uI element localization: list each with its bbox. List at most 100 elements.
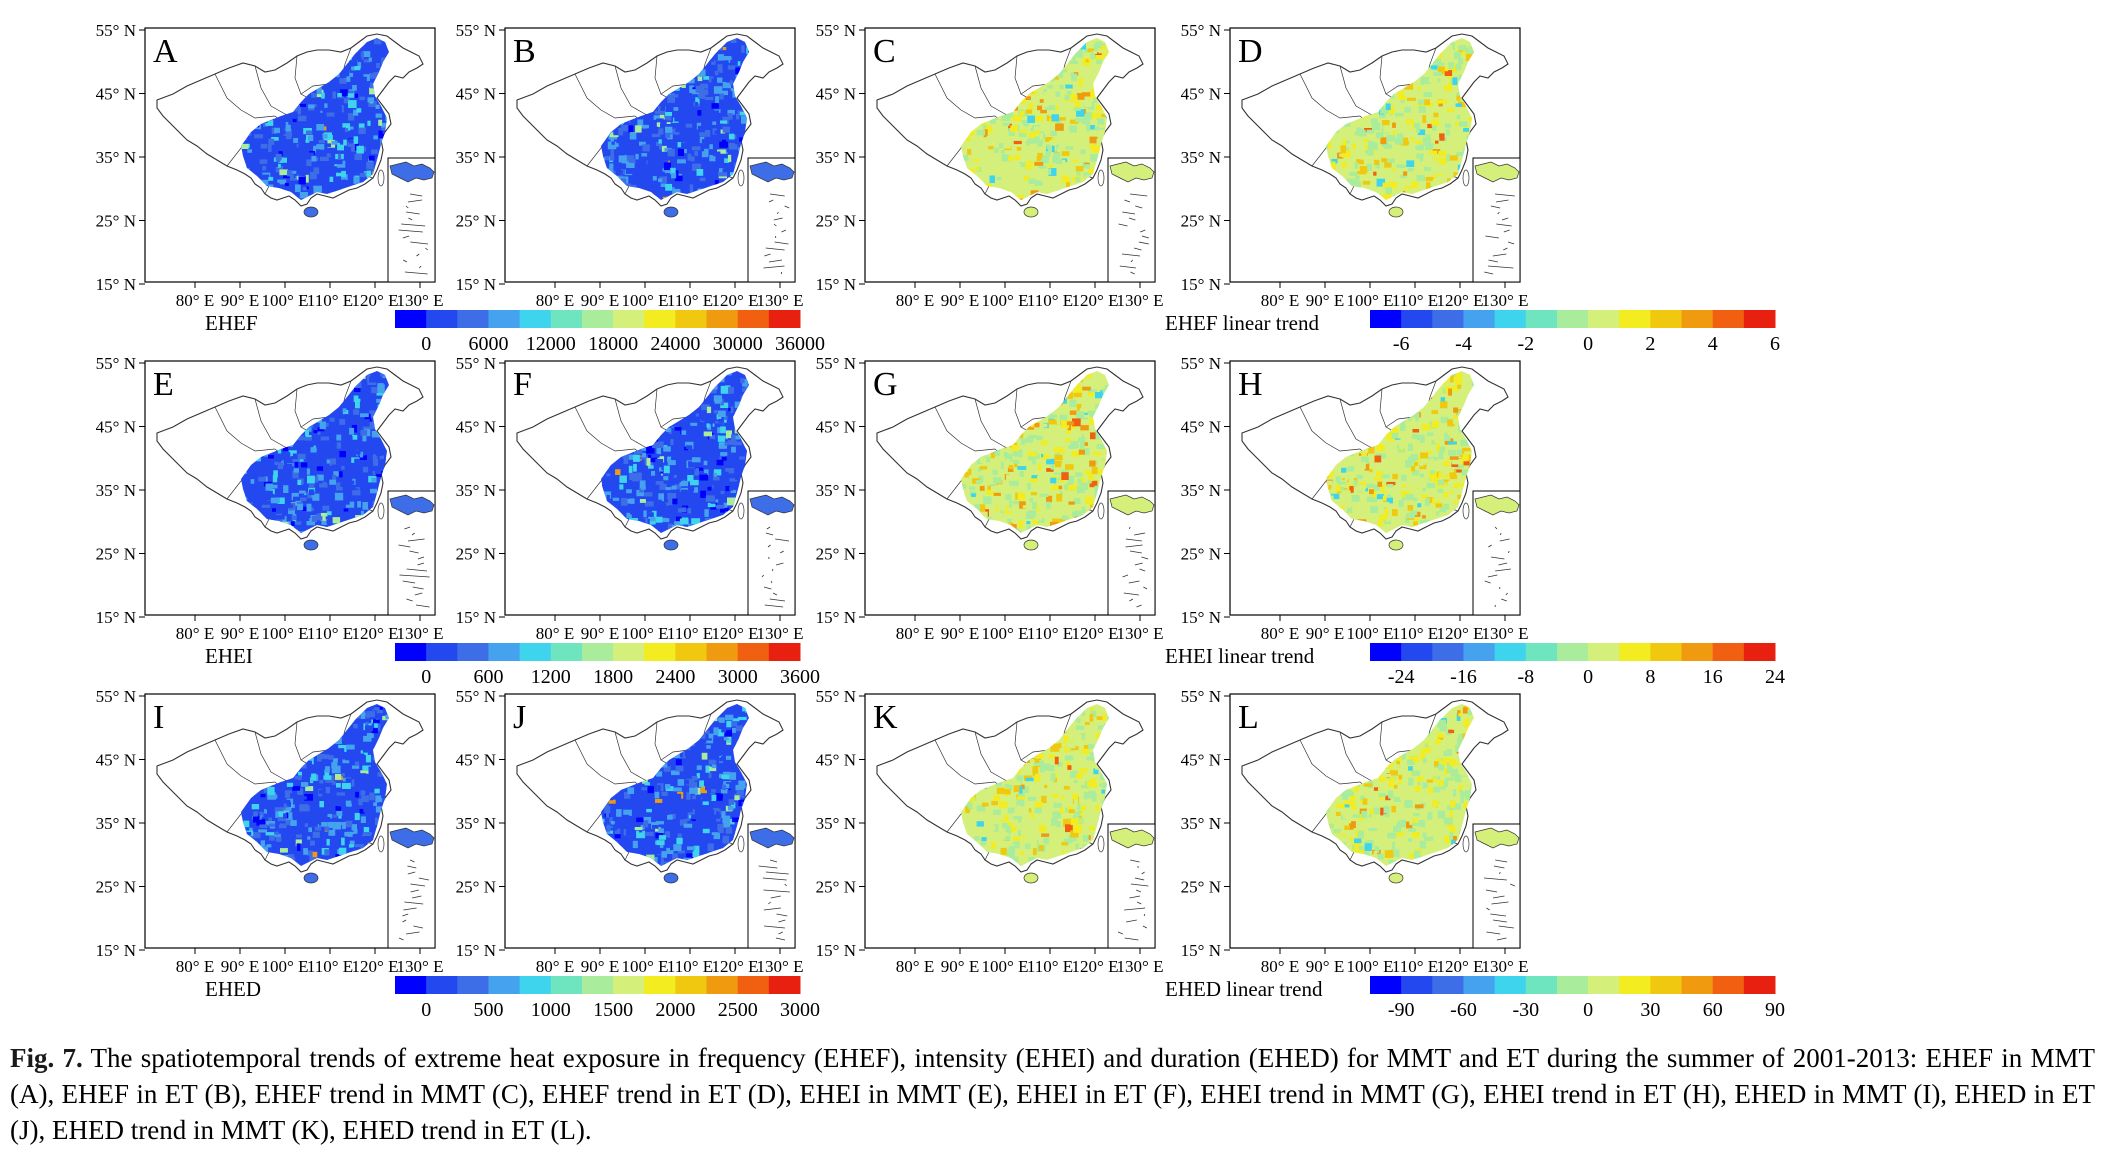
lat-label: 45° N bbox=[456, 418, 496, 437]
colorbar-tick: 30 bbox=[1640, 999, 1660, 1021]
lat-label: 25° N bbox=[816, 878, 856, 897]
lat-label: 25° N bbox=[456, 212, 496, 231]
colorbar-tick: -60 bbox=[1450, 999, 1477, 1021]
lon-label: 100° E bbox=[1347, 624, 1394, 643]
lat-label: 45° N bbox=[816, 751, 856, 770]
lon-label: 130° E bbox=[1117, 957, 1164, 976]
lat-label: 55° N bbox=[456, 354, 496, 373]
colorbar-swatch bbox=[488, 976, 521, 994]
colorbar-swatch bbox=[1650, 976, 1683, 994]
map-panel-j: 55° N 45° N 35° N 25° N 15° N 80° E 90° E 100° … bbox=[456, 687, 804, 976]
colorbar-tick: 500 bbox=[474, 999, 504, 1021]
lon-label: 100° E bbox=[622, 957, 669, 976]
lon-label: 130° E bbox=[397, 291, 444, 310]
colorbar-swatch bbox=[1619, 310, 1651, 328]
colorbar-swatch bbox=[581, 643, 614, 661]
lon-label: 80° E bbox=[536, 957, 574, 976]
lon-label: 130° E bbox=[1482, 957, 1529, 976]
colorbar-swatch bbox=[581, 310, 614, 328]
lat-label: 45° N bbox=[456, 85, 496, 104]
lat-label: 15° N bbox=[1181, 941, 1221, 960]
panel-letter: L bbox=[1238, 699, 1259, 736]
lon-label: 90° E bbox=[221, 291, 259, 310]
colorbar-tick: 0 bbox=[421, 666, 431, 688]
lat-label: 45° N bbox=[96, 418, 136, 437]
lon-label: 90° E bbox=[941, 291, 979, 310]
colorbar-tick: 3600 bbox=[780, 666, 820, 688]
map-panel-b: 55° N 45° N 35° N 25° N 15° N 80° E 90° E 100° … bbox=[456, 21, 804, 310]
lon-label: 110° E bbox=[1392, 291, 1438, 310]
colorbar-title: EHED bbox=[205, 977, 261, 1001]
colorbar-swatch bbox=[1463, 310, 1496, 328]
colorbar-tick: -24 bbox=[1388, 666, 1415, 688]
colorbar-swatch bbox=[1370, 643, 1402, 661]
caption-text: The spatiotemporal trends of extreme hea… bbox=[10, 1043, 2096, 1145]
colorbar-swatch bbox=[1401, 976, 1433, 994]
colorbar-swatch bbox=[768, 643, 801, 661]
map-panel-h: 55° N 45° N 35° N 25° N 15° N 80° E 90° E 100° … bbox=[1181, 354, 1529, 643]
map-panel-d: 55° N 45° N 35° N 25° N 15° N 80° E 90° E 100° … bbox=[1181, 21, 1529, 310]
lon-label: 120° E bbox=[1072, 291, 1119, 310]
lon-label: 120° E bbox=[1437, 291, 1484, 310]
lon-label: 90° E bbox=[1306, 957, 1344, 976]
colorbar-swatch bbox=[1525, 310, 1558, 328]
colorbar-ehei-linear-trend: EHEI linear trend -24 -16 -8 0 8 16 24 bbox=[1165, 643, 1785, 688]
south-china-sea-inset bbox=[1472, 157, 1521, 283]
colorbar-swatch bbox=[644, 976, 676, 994]
lon-label: 80° E bbox=[896, 291, 934, 310]
colorbar-swatch bbox=[768, 310, 801, 328]
colorbar-swatch bbox=[675, 976, 708, 994]
lat-label: 45° N bbox=[816, 418, 856, 437]
lon-label: 130° E bbox=[757, 624, 804, 643]
colorbar-tick: 1800 bbox=[593, 666, 633, 688]
lon-label: 80° E bbox=[1261, 624, 1299, 643]
colorbar-swatch bbox=[1712, 643, 1745, 661]
colorbar-tick: -4 bbox=[1455, 333, 1472, 355]
colorbar-tick: 0 bbox=[1583, 999, 1593, 1021]
lon-label: 80° E bbox=[536, 624, 574, 643]
colorbar-swatch bbox=[1401, 643, 1433, 661]
colorbar-swatch bbox=[1743, 643, 1776, 661]
colorbar-swatch bbox=[1650, 643, 1683, 661]
colorbar-tick: 1500 bbox=[593, 999, 633, 1021]
colorbar-swatch bbox=[1494, 976, 1527, 994]
colorbar-tick: -30 bbox=[1512, 999, 1539, 1021]
colorbar-swatch bbox=[1370, 976, 1402, 994]
lon-label: 110° E bbox=[1392, 624, 1438, 643]
lat-label: 45° N bbox=[96, 751, 136, 770]
colorbar-swatch bbox=[550, 643, 583, 661]
lon-label: 110° E bbox=[667, 291, 713, 310]
colorbar-swatch bbox=[1556, 643, 1589, 661]
colorbar-swatch bbox=[1743, 976, 1776, 994]
lat-label: 25° N bbox=[1181, 878, 1221, 897]
colorbar-tick: 6 bbox=[1770, 333, 1780, 355]
colorbar-swatch bbox=[395, 643, 427, 661]
colorbar-swatch bbox=[1681, 310, 1714, 328]
lat-label: 55° N bbox=[1181, 687, 1221, 706]
lon-label: 120° E bbox=[352, 957, 399, 976]
colorbar-swatch bbox=[1743, 310, 1776, 328]
panel-letter: K bbox=[873, 699, 898, 736]
lon-label: 130° E bbox=[397, 624, 444, 643]
lon-label: 110° E bbox=[307, 957, 353, 976]
south-china-sea-inset bbox=[747, 823, 796, 949]
colorbar-swatch bbox=[613, 310, 645, 328]
lon-label: 120° E bbox=[1437, 957, 1484, 976]
lat-label: 45° N bbox=[1181, 85, 1221, 104]
lat-label: 45° N bbox=[1181, 418, 1221, 437]
panel-letter: B bbox=[513, 33, 536, 70]
map-panel-i: 55° N 45° N 35° N 25° N 15° N 80° E 90° E 100° … bbox=[96, 687, 444, 976]
lat-label: 15° N bbox=[816, 608, 856, 627]
panel-letter: H bbox=[1238, 366, 1263, 403]
colorbar-swatch bbox=[1494, 643, 1527, 661]
lat-label: 35° N bbox=[1181, 148, 1221, 167]
lon-label: 100° E bbox=[622, 291, 669, 310]
lon-label: 90° E bbox=[221, 957, 259, 976]
lon-label: 110° E bbox=[667, 957, 713, 976]
lon-label: 80° E bbox=[1261, 291, 1299, 310]
lat-label: 25° N bbox=[456, 878, 496, 897]
colorbar-ehed: EHED 0 500 1000 1500 2000 2500 3000 bbox=[205, 976, 820, 1021]
lon-label: 130° E bbox=[1482, 291, 1529, 310]
lat-label: 55° N bbox=[1181, 21, 1221, 40]
lon-label: 100° E bbox=[262, 624, 309, 643]
